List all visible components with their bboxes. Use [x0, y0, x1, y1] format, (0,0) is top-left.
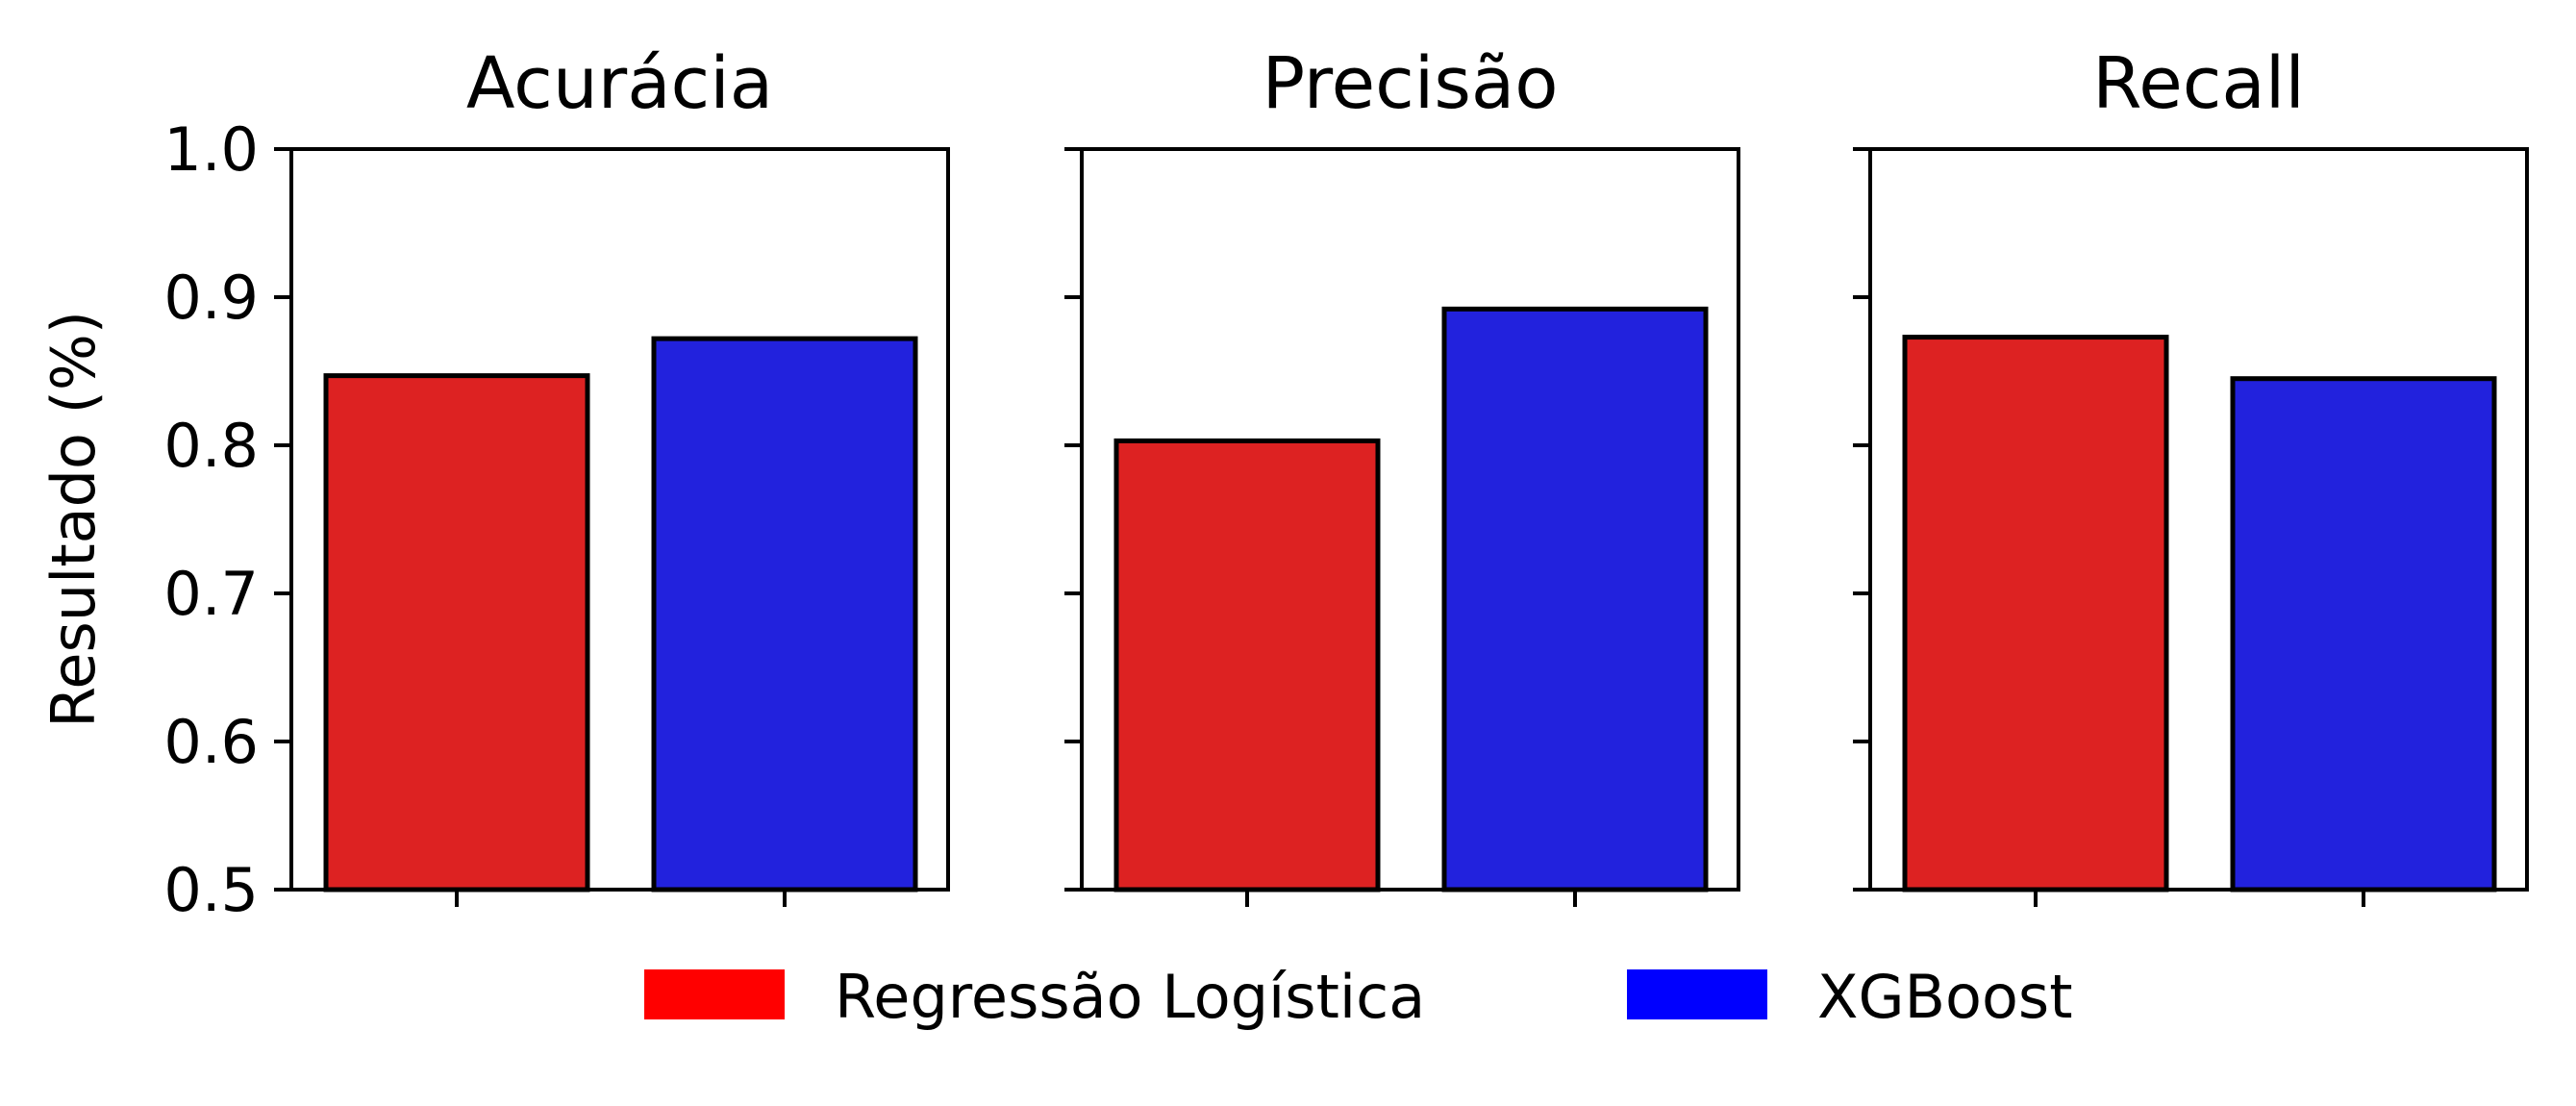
- legend-label-1: XGBoost: [1817, 962, 2073, 1032]
- legend: Regressão Logística XGBoost: [644, 962, 2073, 1032]
- panel-title: Acurácia: [466, 42, 773, 125]
- axes-frame-1: [1080, 147, 1740, 892]
- panel-0: 0.5 0.6 0.7 0.8 0.9 1.0 Acurácia: [163, 42, 950, 925]
- y-tick-label: 0.8: [163, 411, 259, 481]
- y-tick-label: 0.9: [163, 263, 259, 333]
- axes-frame-0: [289, 147, 950, 892]
- panel-title: Precisão: [1262, 42, 1558, 125]
- panel-2: Recall: [1853, 42, 2529, 907]
- y-tick-label: 0.7: [163, 559, 259, 629]
- panel-title: Recall: [2092, 42, 2305, 125]
- legend-swatch-1: [1627, 969, 1767, 1019]
- y-axis-label: Resultado (%): [38, 311, 109, 728]
- bar-0-1: [651, 336, 918, 892]
- bar-2-1: [2230, 376, 2497, 892]
- panel-1: Precisão: [1064, 42, 1740, 907]
- y-tick-label: 1.0: [163, 114, 259, 185]
- axes-frame-2: [1868, 147, 2529, 892]
- legend-label-0: Regressão Logística: [835, 962, 1425, 1032]
- y-tick-label: 0.6: [163, 707, 259, 777]
- y-tick-label: 0.5: [163, 855, 259, 925]
- bar-1-0: [1113, 438, 1381, 892]
- bar-2-0: [1902, 335, 2169, 892]
- bar-1-1: [1441, 306, 1709, 892]
- bar-0-0: [323, 373, 590, 892]
- legend-swatch-0: [644, 969, 785, 1019]
